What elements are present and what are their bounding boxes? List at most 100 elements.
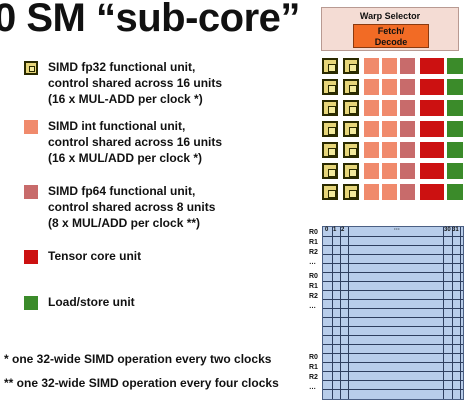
register-row-line [323, 317, 463, 318]
unit-int [382, 184, 397, 200]
legend-line: (16 x MUL-ADD per clock *) [48, 92, 203, 106]
unit-fp32 [322, 100, 338, 116]
unit-fp32-inner [328, 64, 336, 72]
unit-int [382, 100, 397, 116]
register-col-header: 31 [452, 227, 459, 233]
unit-tensor [420, 142, 444, 158]
unit-tensor [420, 100, 444, 116]
register-column-line [443, 227, 444, 399]
register-row-line [323, 344, 463, 345]
unit-int [364, 142, 379, 158]
register-col-header: 0 [325, 227, 329, 233]
unit-fp32 [343, 58, 359, 74]
unit-fp32 [322, 163, 338, 179]
register-row-line [323, 371, 463, 372]
register-col-header: ··· [394, 227, 400, 233]
register-row-label: R2 [309, 293, 318, 300]
legend-line: Tensor core unit [48, 249, 142, 263]
unit-fp32 [322, 142, 338, 158]
register-column-line [452, 227, 453, 399]
register-row-line [323, 299, 463, 300]
unit-fp32 [343, 184, 359, 200]
legend-line: control shared across 16 units [48, 135, 223, 149]
register-row-label: … [309, 384, 316, 391]
unit-ldst [447, 142, 463, 158]
unit-fp32-inner [328, 106, 336, 114]
register-row-label: R0 [309, 354, 318, 361]
unit-fp64 [400, 142, 415, 158]
unit-int [382, 121, 397, 137]
register-row-line [323, 245, 463, 246]
legend-line: control shared across 16 units [48, 76, 223, 90]
unit-fp32-inner [349, 64, 357, 72]
register-row-line [323, 362, 463, 363]
register-column-line [460, 227, 461, 399]
unit-fp32 [343, 142, 359, 158]
legend-line: SIMD fp32 functional unit, [48, 60, 196, 74]
register-row-label: … [309, 259, 316, 266]
register-col-header: 1 [333, 227, 337, 233]
legend-line: SIMD fp64 functional unit, [48, 184, 196, 198]
unit-fp32-inner [328, 169, 336, 177]
unit-fp32-inner [328, 127, 336, 135]
unit-fp32-inner [349, 190, 357, 198]
legend-text-ldst: Load/store unit [48, 294, 135, 310]
warp-selector-box: Warp Selector Fetch/ Decode [321, 7, 459, 51]
register-row-line [323, 263, 463, 264]
unit-fp32-inner [349, 127, 357, 135]
unit-fp64 [400, 58, 415, 74]
unit-fp64 [400, 100, 415, 116]
unit-int [364, 79, 379, 95]
unit-fp32-inner [349, 169, 357, 177]
unit-int [364, 121, 379, 137]
unit-fp32-inner [349, 85, 357, 93]
unit-ldst [447, 79, 463, 95]
register-row-line [323, 326, 463, 327]
unit-fp32 [322, 58, 338, 74]
legend-line: control shared across 8 units [48, 200, 216, 214]
register-col-header: 30 [444, 227, 451, 233]
footnote-two-clocks: * one 32-wide SIMD operation every two c… [4, 352, 272, 366]
warp-selector-label: Warp Selector [359, 11, 421, 21]
unit-fp32 [343, 163, 359, 179]
register-row-line [323, 290, 463, 291]
unit-fp64 [400, 121, 415, 137]
register-row-label: R1 [309, 239, 318, 246]
unit-fp32-inner [328, 190, 336, 198]
register-row-line [323, 335, 463, 336]
page-title: 0 SM “sub-core” [0, 0, 300, 40]
register-row-label: … [309, 303, 316, 310]
legend-swatch-int [24, 120, 38, 134]
register-column-line [332, 227, 333, 399]
unit-ldst [447, 184, 463, 200]
unit-fp32 [322, 121, 338, 137]
footnote-four-clocks: ** one 32-wide SIMD operation every four… [4, 376, 279, 390]
unit-tensor [420, 184, 444, 200]
unit-int [364, 184, 379, 200]
unit-ldst [447, 121, 463, 137]
unit-fp64 [400, 163, 415, 179]
unit-tensor [420, 79, 444, 95]
unit-fp64 [400, 79, 415, 95]
legend-swatch-fp32 [24, 61, 38, 75]
unit-tensor [420, 163, 444, 179]
legend-text-int: SIMD int functional unit, control shared … [48, 118, 222, 166]
unit-tensor [420, 58, 444, 74]
unit-fp32-inner [349, 106, 357, 114]
unit-int [364, 100, 379, 116]
unit-tensor [420, 121, 444, 137]
register-row-line [323, 254, 463, 255]
register-column-line [340, 227, 341, 399]
legend-text-fp32: SIMD fp32 functional unit, control shared… [48, 59, 222, 107]
legend-line: (8 x MUL/ADD per clock **) [48, 216, 201, 230]
unit-fp32-inner [349, 148, 357, 156]
fetch-decode-label: Fetch/ Decode [374, 26, 408, 47]
register-row-line [323, 380, 463, 381]
register-col-header: 2 [341, 227, 345, 233]
register-column-line [348, 227, 349, 399]
register-row-line [323, 353, 463, 354]
legend-line: (16 x MUL/ADD per clock *) [48, 151, 203, 165]
register-row-label: R0 [309, 229, 318, 236]
legend-text-fp64: SIMD fp64 functional unit, control shared… [48, 183, 215, 231]
unit-int [364, 58, 379, 74]
